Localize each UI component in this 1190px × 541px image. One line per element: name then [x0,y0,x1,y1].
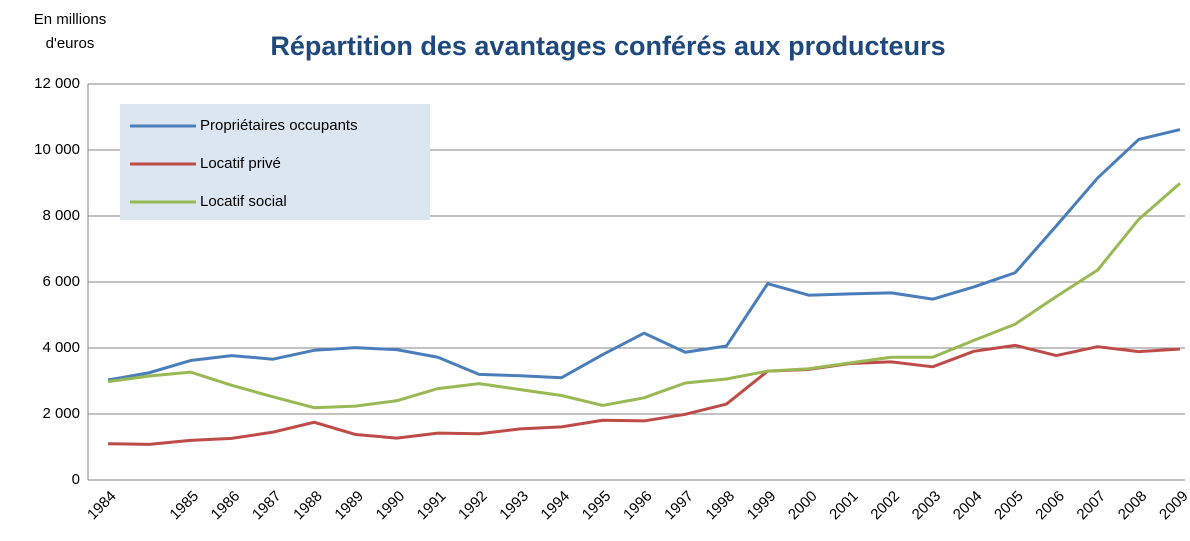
legend-label: Propriétaires occupants [200,117,358,134]
x-tick-label: 1984 [84,488,120,524]
y-tick-label: 2 000 [42,405,80,422]
x-tick-label: 1986 [208,488,244,524]
y-tick-label: 0 [72,471,80,488]
x-tick-label: 2007 [1074,488,1110,524]
x-tick-label: 1997 [661,488,697,524]
x-tick-label: 1998 [702,488,738,524]
x-tick-label: 1991 [414,488,450,524]
x-tick-label: 1990 [373,488,409,524]
x-tick-label: 2008 [1115,488,1151,524]
x-tick-label: 2003 [909,488,945,524]
x-tick-label: 2002 [867,488,903,524]
x-tick-label: 2009 [1156,488,1190,524]
legend-label: Locatif privé [200,155,281,172]
x-tick-label: 1987 [249,488,285,524]
x-tick-label: 1994 [538,488,574,524]
x-tick-label: 2001 [826,488,862,524]
y-tick-label: 10 000 [34,141,80,158]
x-tick-label: 1992 [455,488,491,524]
x-tick-label: 2005 [991,488,1027,524]
x-tick-label: 1999 [744,488,780,524]
y-axis-label: d'euros [46,35,95,52]
x-tick-label: 1995 [579,488,615,524]
line [107,128,1181,382]
y-tick-label: 4 000 [42,339,80,356]
x-tick-label: 1989 [331,488,367,524]
chart-title: Répartition des avantages conférés aux p… [270,31,945,61]
x-tick-label: 1988 [290,488,326,524]
line [107,343,1181,446]
x-tick-label: 2000 [785,488,821,524]
x-tick-label: 2004 [950,488,986,524]
x-tick-label: 1993 [496,488,532,524]
y-tick-label: 6 000 [42,273,80,290]
x-tick-label: 1996 [620,488,656,524]
y-tick-label: 12 000 [34,75,80,92]
x-tick-label: 2006 [1032,488,1068,524]
y-axis-label: En millions [34,11,107,28]
line [107,182,1181,410]
legend-label: Locatif social [200,193,287,210]
x-tick-label: 1985 [166,488,202,524]
y-tick-label: 8 000 [42,207,80,224]
